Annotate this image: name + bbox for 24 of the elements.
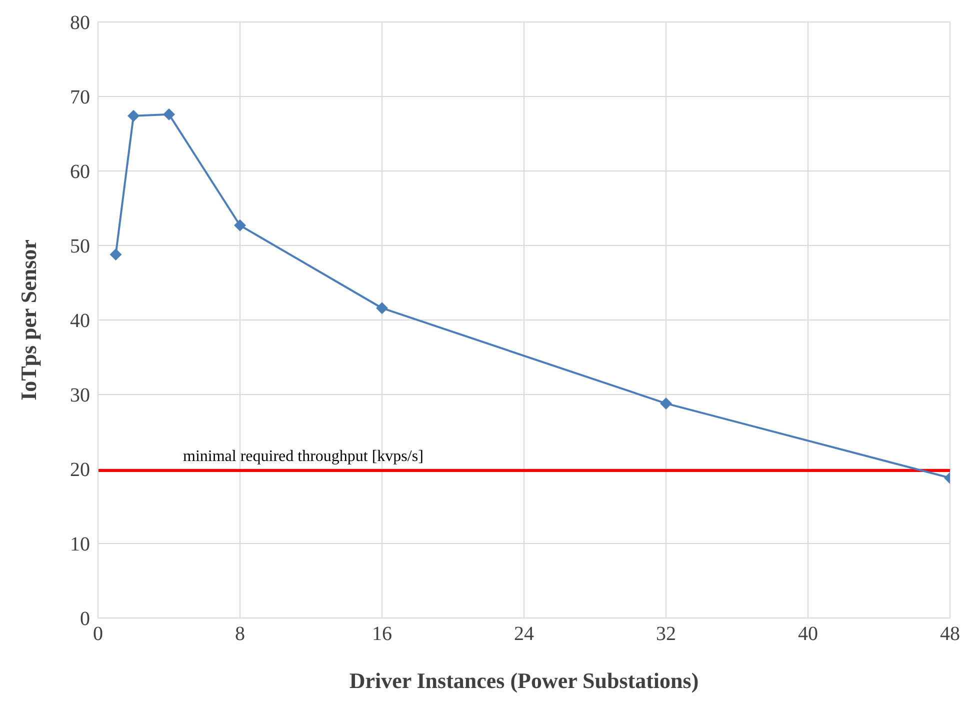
point bbox=[234, 219, 246, 232]
y-tick-label: 20 bbox=[70, 459, 90, 482]
x-tick-label: 48 bbox=[940, 623, 960, 646]
y-tick-label: 10 bbox=[70, 534, 90, 556]
point bbox=[660, 397, 672, 410]
x-tick-label: 32 bbox=[656, 623, 676, 646]
y-tick-label: 30 bbox=[70, 384, 90, 407]
y-tick-label: 50 bbox=[70, 236, 90, 258]
y-tick-label: 70 bbox=[70, 86, 90, 109]
x-tick-label: 24 bbox=[514, 623, 534, 646]
y-tick-label: 60 bbox=[70, 161, 90, 184]
y-tick-label: 80 bbox=[70, 12, 90, 34]
x-tick-label: 8 bbox=[235, 623, 245, 646]
point bbox=[376, 302, 388, 314]
y-axis-title: IoTps per Sensor bbox=[16, 239, 41, 400]
y-tick-label: 40 bbox=[70, 310, 90, 332]
x-tick-label: 40 bbox=[798, 623, 818, 646]
x-axis-title: Driver Instances (Power Substations) bbox=[349, 668, 699, 693]
y-tick-label: 0 bbox=[80, 608, 90, 630]
ref-line-label: minimal required throughput [kvps/s] bbox=[183, 448, 424, 465]
x-tick-label: 16 bbox=[372, 623, 392, 646]
point bbox=[110, 248, 122, 260]
point bbox=[163, 108, 175, 120]
point bbox=[128, 110, 140, 122]
